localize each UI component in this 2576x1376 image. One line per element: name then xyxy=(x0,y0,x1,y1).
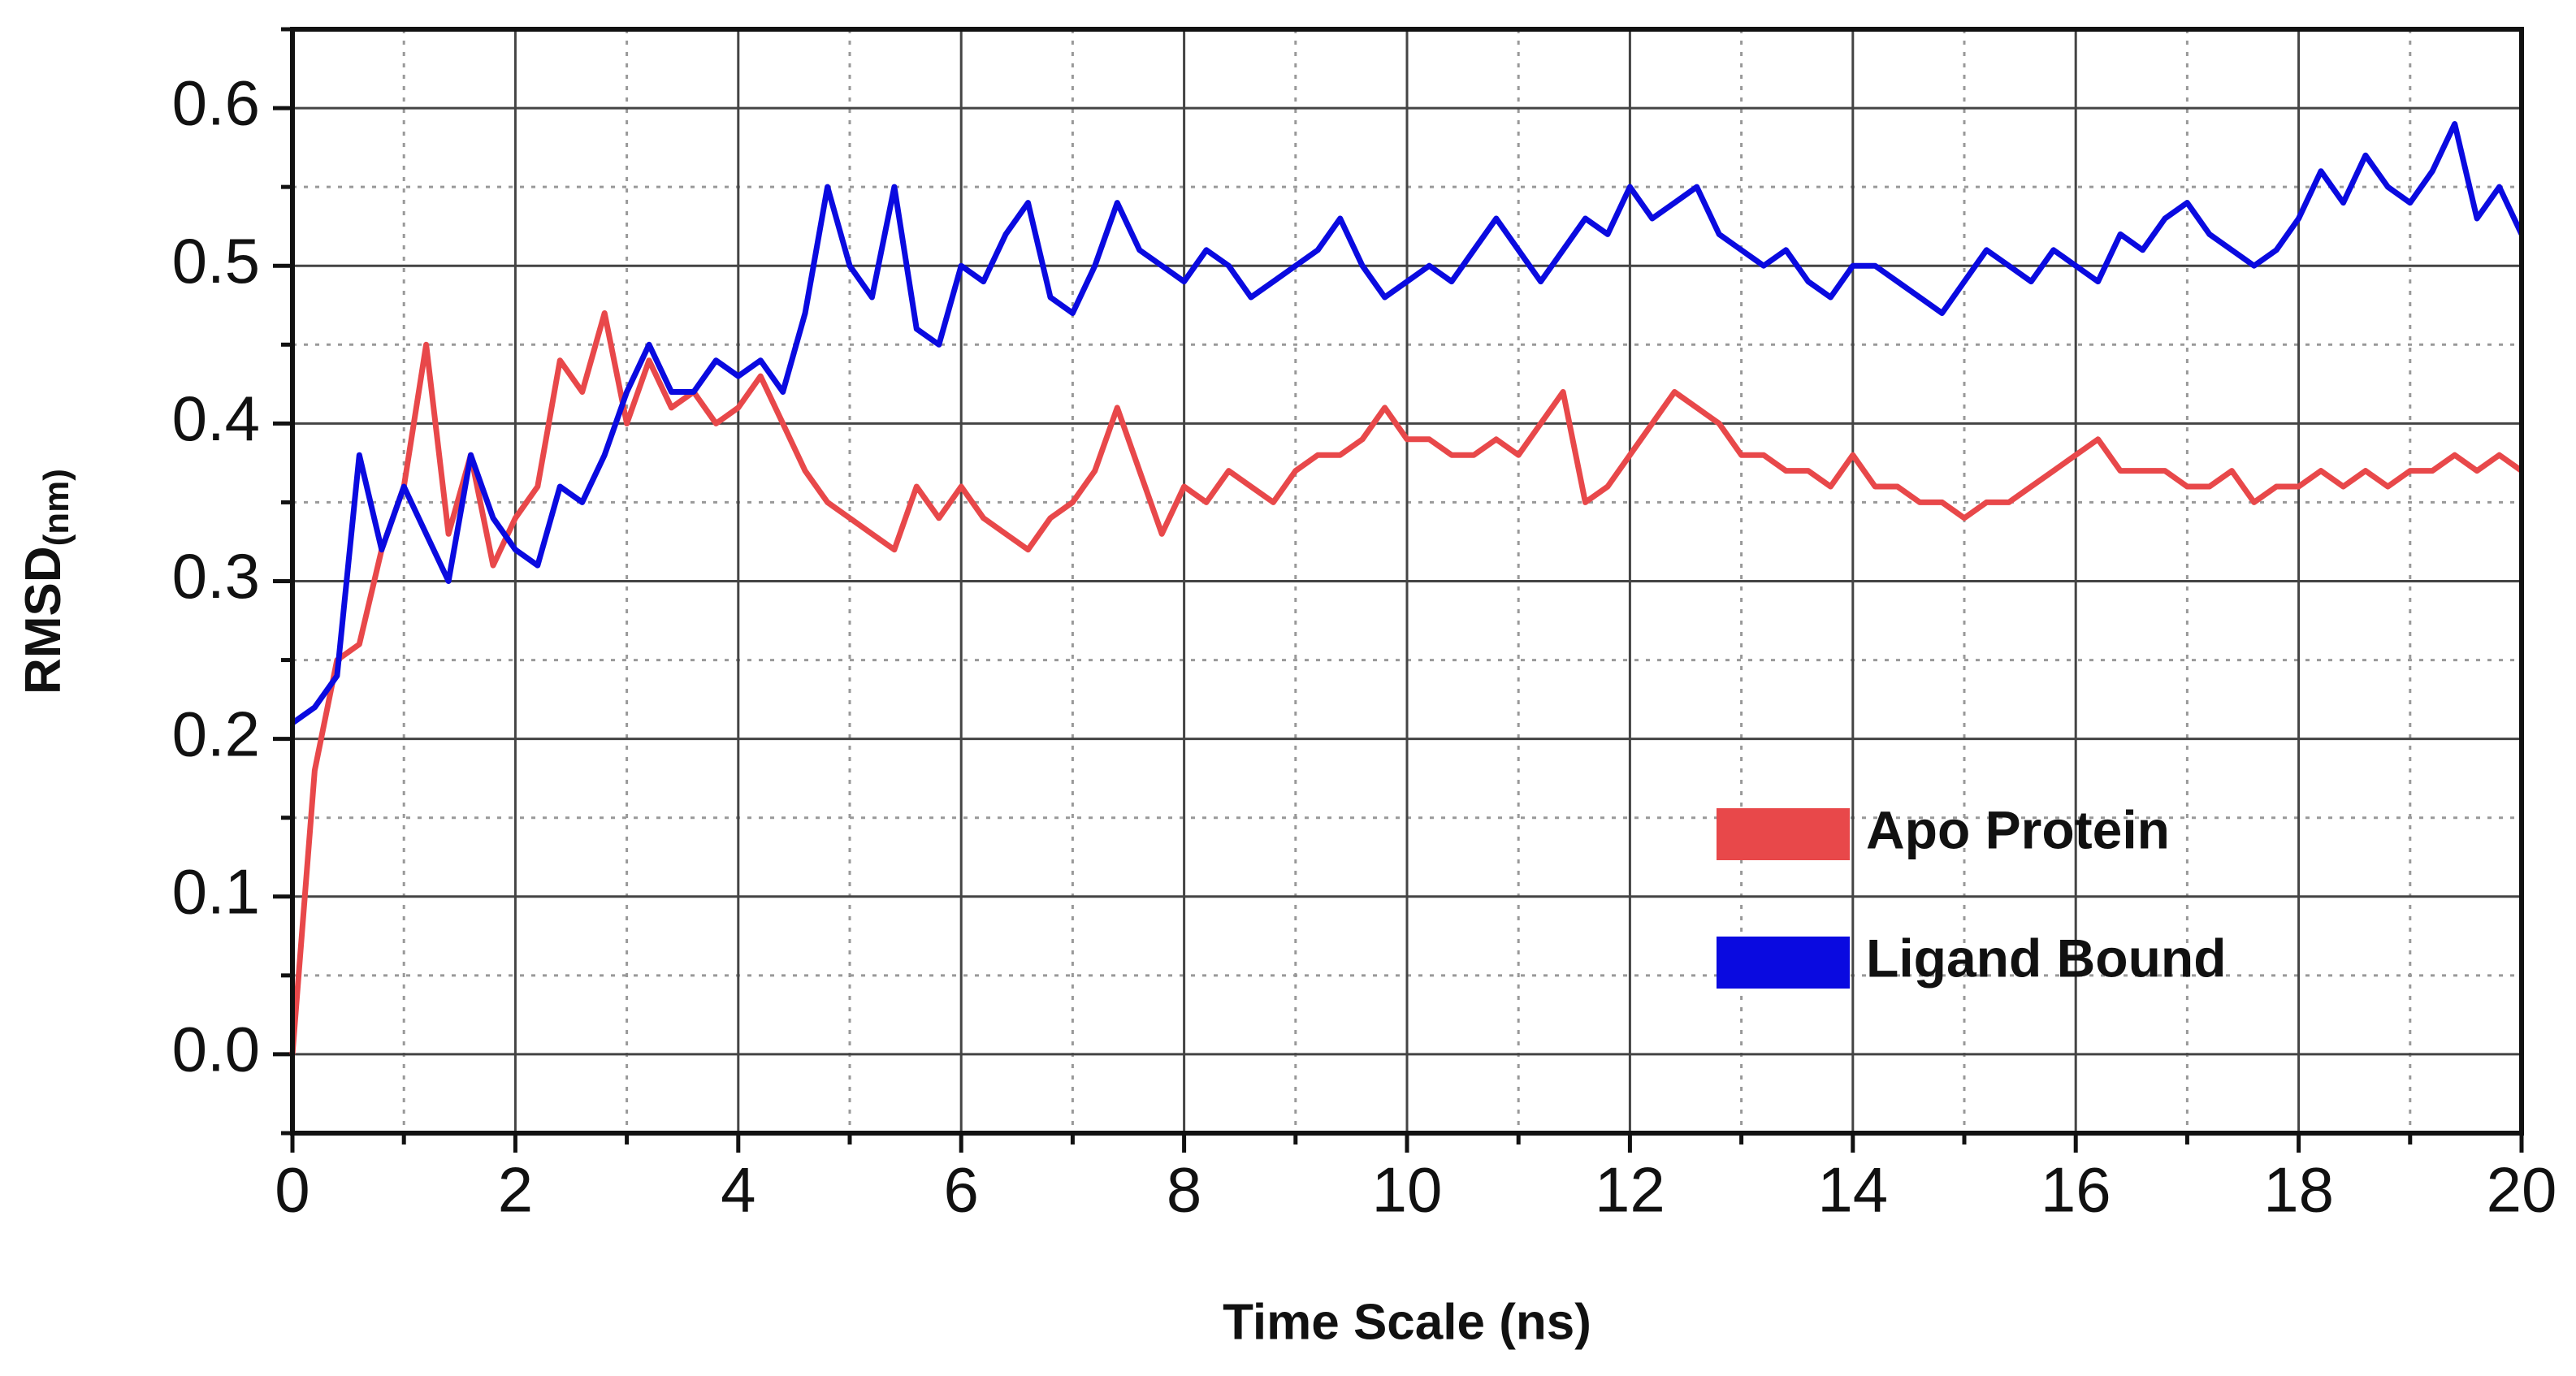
y-axis-title-sub: (nm) xyxy=(37,469,76,546)
x-tick-label: 14 xyxy=(1817,1154,1888,1226)
y-tick-label: 0.0 xyxy=(172,1014,260,1085)
series-line xyxy=(289,310,2524,1055)
y-tick-label: 0.4 xyxy=(172,383,260,454)
y-tick-label: 0.1 xyxy=(172,855,260,927)
x-tick-label: 2 xyxy=(498,1154,533,1226)
y-axis-title-main: RMSD xyxy=(15,546,71,694)
x-tick-label: 18 xyxy=(2263,1154,2334,1226)
y-tick-label: 0.2 xyxy=(172,698,260,769)
legend-swatch xyxy=(1717,937,1850,989)
x-tick-label: 0 xyxy=(275,1154,310,1226)
x-tick-label: 10 xyxy=(1372,1154,1443,1226)
x-tick-label: 20 xyxy=(2487,1154,2557,1226)
x-tick-label: 16 xyxy=(2041,1154,2111,1226)
x-tick-label: 12 xyxy=(1595,1154,1665,1226)
legend-label: Ligand Bound xyxy=(1866,928,2227,988)
legend-swatch xyxy=(1717,808,1850,860)
plot-frame xyxy=(290,27,2524,1136)
x-axis-title: Time Scale (ns) xyxy=(1223,1294,1591,1350)
x-tick-label: 4 xyxy=(721,1154,755,1226)
y-tick-label: 0.6 xyxy=(172,67,260,139)
legend-label: Apo Protein xyxy=(1866,799,2170,859)
x-tick-label: 8 xyxy=(1167,1154,1201,1226)
series-line xyxy=(290,121,2525,726)
y-axis-title: RMSD(nm) xyxy=(15,469,76,694)
y-tick-label: 0.5 xyxy=(172,225,260,296)
y-tick-label: 0.3 xyxy=(172,540,260,612)
x-tick-label: 6 xyxy=(944,1154,979,1226)
